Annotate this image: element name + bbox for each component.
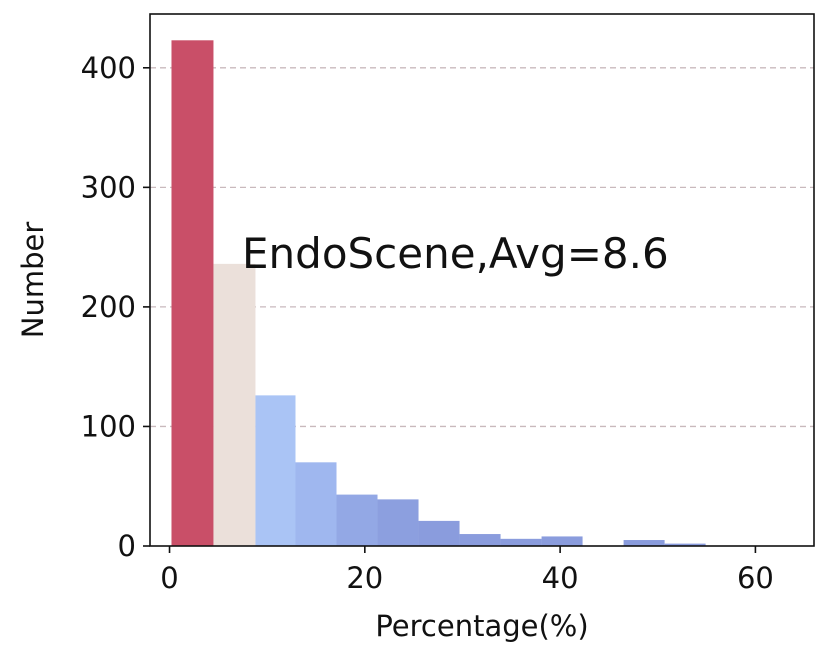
histogram-bar <box>336 494 378 546</box>
y-tick-label: 0 <box>118 529 136 563</box>
histogram-bar <box>418 520 460 546</box>
x-axis-label: Percentage(%) <box>375 609 588 643</box>
x-tick-label: 60 <box>737 561 774 595</box>
histogram-bar <box>623 540 665 546</box>
histogram-bar <box>213 263 256 546</box>
x-tick-label: 20 <box>346 561 383 595</box>
plot-frame <box>149 13 815 547</box>
histogram-bar <box>377 499 419 546</box>
x-axis-ticks: 0 20 40 60 <box>160 546 774 595</box>
y-tick-label: 300 <box>81 170 136 204</box>
x-tick-label: 0 <box>160 561 178 595</box>
y-tick-label: 200 <box>81 290 136 324</box>
x-tick-label: 40 <box>542 561 579 595</box>
histogram-bar <box>255 395 296 546</box>
y-tick-label: 100 <box>81 409 136 443</box>
grid-lines <box>150 67 814 428</box>
y-axis-ticks: 0 100 200 300 400 <box>81 51 150 563</box>
histogram-bar <box>459 534 501 546</box>
histogram-bar <box>295 462 337 546</box>
chart-annotation: EndoScene,Avg=8.6 <box>242 229 669 278</box>
y-tick-label: 400 <box>81 51 136 85</box>
histogram-bar <box>664 543 706 546</box>
bars <box>171 40 706 547</box>
y-axis-label: Number <box>16 222 50 339</box>
histogram-bar <box>541 536 583 546</box>
histogram-bar <box>171 40 214 547</box>
histogram-bar <box>500 538 542 546</box>
